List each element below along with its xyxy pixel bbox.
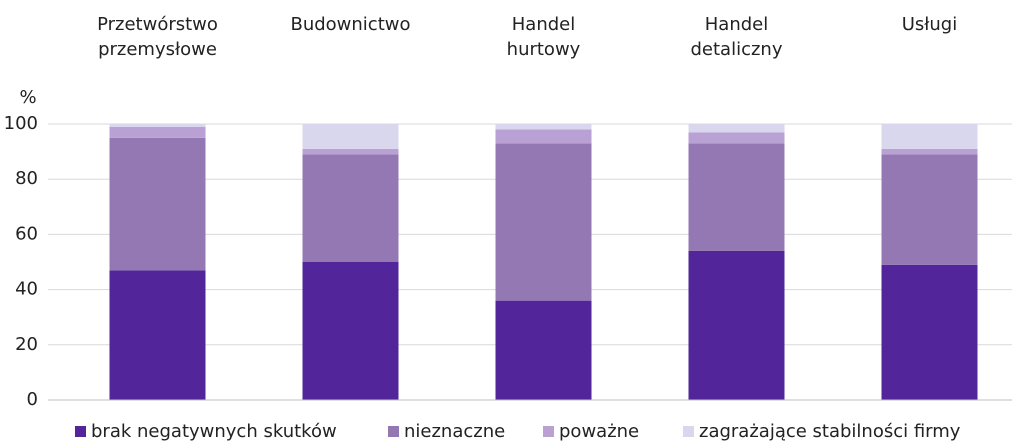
bar-segment [688,250,785,400]
bar-segment [495,129,592,144]
y-axis-label: % [19,87,36,108]
y-tick-label: 20 [15,334,38,355]
bar-segment [302,124,399,149]
bar-segment [688,124,785,133]
legend-label: zagrażające stabilności firmy [699,421,961,441]
legend-swatch [75,426,86,437]
bar-segment [302,262,399,400]
y-tick-label: 80 [15,168,38,189]
y-tick-label: 40 [15,279,38,300]
bar-segment [109,126,206,138]
legend-label: poważne [559,421,639,441]
bar-segment [302,148,399,155]
legend-swatch [543,426,554,437]
bar-segment [495,143,592,301]
bar-segment [109,137,206,271]
y-tick-label: 100 [4,113,38,134]
x-tick-label: Przetwórstwo przemysłowe [97,14,218,60]
legend-swatch [683,426,694,437]
bar-segment [688,143,785,251]
legend-swatch [388,426,399,437]
bar-segment [881,264,978,400]
x-tick-label: Handel hurtowy [507,14,581,60]
bar-segment [109,124,206,127]
x-tick-label: Handel detaliczny [691,14,783,60]
bar-segment [881,124,978,149]
x-tick-label: Usługi [902,14,958,35]
y-tick-label: 60 [15,223,38,244]
bar-segment [688,132,785,144]
y-tick-label: 0 [27,389,38,410]
bar-segment [881,148,978,155]
bar-segment [881,154,978,265]
bar-segment [495,300,592,400]
bar-segment [109,270,206,400]
bar-segment [302,154,399,262]
bar-segment [495,124,592,130]
x-tick-label: Budownictwo [290,14,410,35]
legend-label: brak negatywnych skutków [91,421,337,441]
legend-label: nieznaczne [404,421,505,441]
